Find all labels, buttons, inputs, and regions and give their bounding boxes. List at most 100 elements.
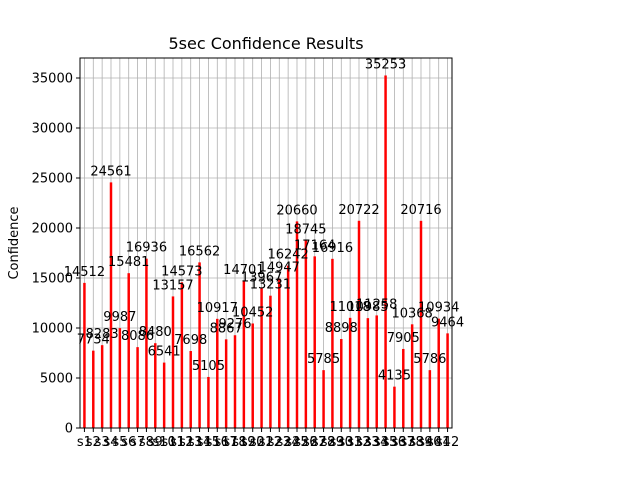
- bar: [340, 339, 343, 428]
- bar: [410, 324, 414, 428]
- bar: [384, 75, 387, 428]
- bar: [216, 318, 219, 428]
- x-tick-label: s31: [338, 435, 361, 450]
- x-tick-label: s22: [259, 435, 282, 450]
- bar-value-label: 8480: [139, 325, 172, 340]
- x-tick-label: s7: [130, 435, 145, 450]
- bar: [145, 258, 148, 428]
- bar-value-label: 35253: [365, 57, 406, 72]
- x-tick-label: s4: [103, 435, 118, 450]
- bar-value-label: 13231: [250, 278, 291, 293]
- bar: [295, 221, 299, 428]
- y-tick-label: 15000: [32, 272, 73, 287]
- bar: [375, 315, 378, 428]
- bar-value-label: 9464: [431, 315, 464, 330]
- x-tick-label: s12: [170, 435, 193, 450]
- bar-value-label: 18745: [285, 223, 326, 238]
- x-tick-label: s17: [214, 435, 237, 450]
- bar-value-label: 16936: [126, 241, 167, 256]
- bar-value-label: 9276: [218, 317, 251, 332]
- bar-value-label: 14573: [161, 264, 202, 279]
- x-tick-label: s34: [365, 435, 388, 450]
- bar: [278, 278, 281, 428]
- x-tick-label: s14: [188, 435, 211, 450]
- bars: [83, 75, 449, 428]
- bar: [100, 345, 104, 428]
- bar-value-label: 8867: [210, 321, 243, 336]
- bar-value-label: 10368: [391, 306, 432, 321]
- x-tick-label: s5: [112, 435, 127, 450]
- x-tick-label: s10: [152, 435, 175, 450]
- bar-value-label: 16562: [179, 244, 220, 259]
- bar-value-label: 5785: [307, 352, 340, 367]
- bar: [286, 265, 290, 428]
- x-tick-label: s37: [392, 435, 415, 450]
- y-tick-label: 5000: [40, 372, 73, 387]
- x-tick-label: s19: [232, 435, 255, 450]
- bar-value-label: 5786: [413, 352, 446, 367]
- bar: [331, 258, 334, 428]
- bar: [83, 282, 86, 428]
- bar: [322, 370, 325, 428]
- bar: [446, 333, 449, 428]
- x-tick-label: s35: [374, 435, 397, 450]
- x-tick-label: s3: [95, 435, 110, 450]
- y-tick-label: 30000: [32, 122, 73, 137]
- x-tick-label: s15: [197, 435, 220, 450]
- x-tick-label: s29: [321, 435, 344, 450]
- bar: [393, 386, 396, 428]
- bar: [189, 351, 192, 428]
- x-tick-label: s18: [223, 435, 246, 450]
- x-tick-label: s25: [285, 435, 308, 450]
- x-tick-label: s40: [418, 435, 441, 450]
- bar-value-label: 13967: [241, 270, 282, 285]
- bar-value-label: 9987: [103, 310, 136, 325]
- bar: [171, 296, 175, 428]
- bar-value-label: 20722: [338, 203, 379, 218]
- x-tick-label: s9: [148, 435, 163, 450]
- bar-value-label: 24561: [90, 164, 131, 179]
- x-tick-label: s26: [294, 435, 317, 450]
- bar: [109, 182, 113, 428]
- bar-value-label: 7698: [174, 333, 207, 348]
- bar-value-label: 4135: [378, 369, 411, 384]
- bar: [207, 376, 210, 428]
- bar: [402, 348, 405, 428]
- bar-value-label: 11258: [356, 297, 397, 312]
- bar: [428, 370, 432, 428]
- x-tick-label: s32: [347, 435, 370, 450]
- x-tick-label: s20: [241, 435, 264, 450]
- bar: [269, 295, 272, 428]
- plot-frame: [79, 57, 453, 429]
- chart-title: 5sec Confidence Results: [168, 34, 363, 53]
- bar: [242, 280, 246, 428]
- bar-value-label: 10985: [347, 300, 388, 315]
- x-tick-label: s42: [436, 435, 459, 450]
- bar: [118, 328, 122, 428]
- bar: [260, 288, 263, 428]
- bar: [162, 362, 166, 428]
- bar-value-label: 13157: [152, 278, 193, 293]
- bar: [92, 350, 95, 428]
- x-tick-label: s41: [427, 435, 450, 450]
- x-tick-label: s33: [356, 435, 379, 450]
- bar: [357, 220, 361, 428]
- x-tick-label: s36: [383, 435, 406, 450]
- bar: [154, 343, 157, 428]
- x-tick-label: s28: [312, 435, 335, 450]
- x-tick-label: s16: [206, 435, 229, 450]
- bar-value-label: 6541: [148, 345, 181, 360]
- bar: [304, 240, 308, 428]
- bar-value-label: 8086: [121, 329, 154, 344]
- bar-value-label: 20660: [276, 203, 317, 218]
- bar-value-label: 5105: [192, 359, 225, 374]
- bar-value-label: 10934: [418, 301, 459, 316]
- x-tick-label: s2: [86, 435, 101, 450]
- bar-value-label: 8283: [86, 327, 119, 342]
- bar-value-label: 20716: [400, 203, 441, 218]
- bar-value-label: 16242: [267, 248, 308, 263]
- bar-value-label: 14947: [259, 261, 300, 276]
- bar: [419, 220, 423, 428]
- bar: [366, 318, 370, 428]
